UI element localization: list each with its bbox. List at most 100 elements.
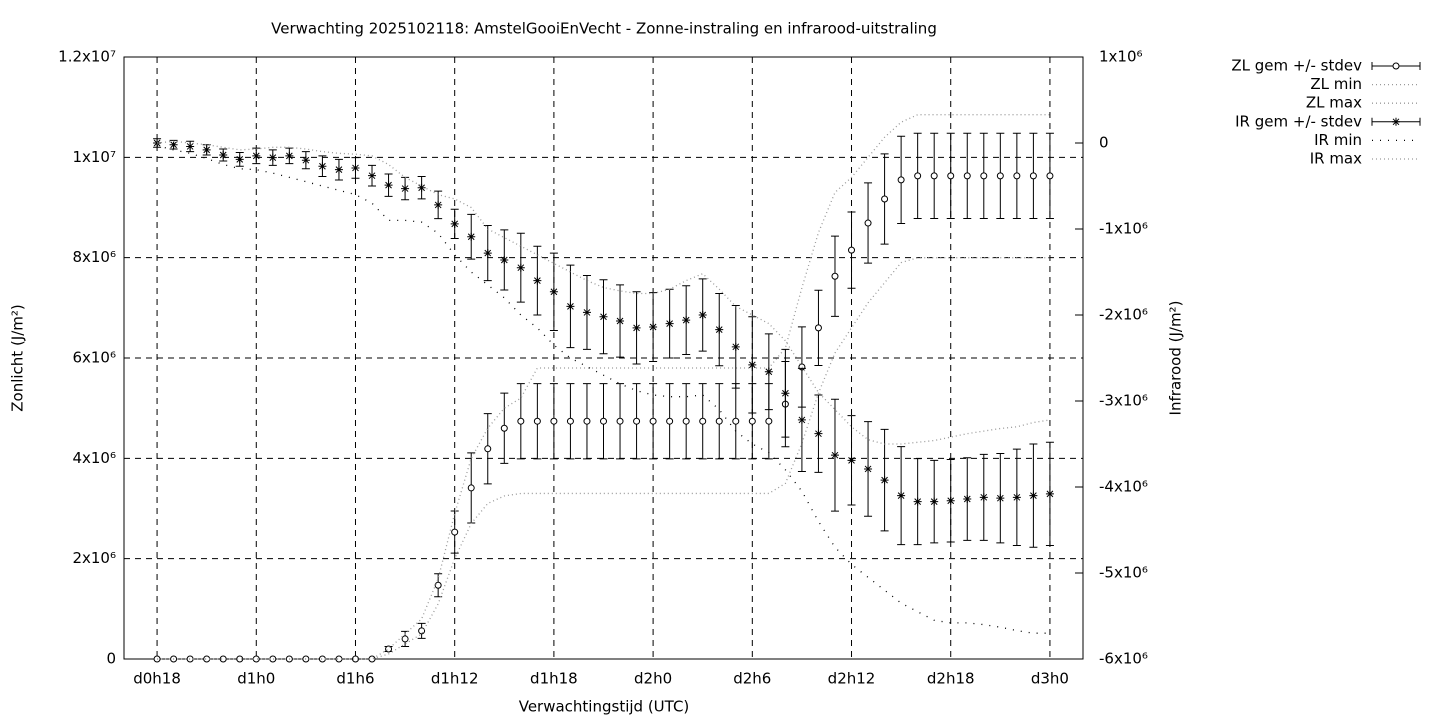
- point: [219, 151, 228, 160]
- point: [748, 360, 757, 369]
- point: [451, 528, 459, 536]
- point: [450, 219, 459, 228]
- point: [963, 172, 971, 180]
- x-tick-label: d1h6: [336, 670, 374, 688]
- point: [881, 195, 889, 203]
- point: [401, 184, 410, 193]
- point: [384, 181, 393, 190]
- point: [1046, 172, 1054, 180]
- y2-tick-label: -4x10⁶: [1099, 478, 1148, 496]
- point: [979, 493, 988, 502]
- point: [616, 317, 625, 326]
- point: [599, 312, 608, 321]
- point: [963, 495, 972, 504]
- point: [947, 172, 955, 180]
- point: [830, 451, 839, 460]
- point: [500, 424, 508, 432]
- y2-tick-label: -3x10⁶: [1099, 392, 1148, 410]
- point: [268, 153, 277, 162]
- point: [533, 276, 542, 285]
- point: [665, 319, 674, 328]
- point: [797, 415, 806, 424]
- legend-label: IR max: [1310, 150, 1362, 168]
- x-axis-label: Verwachtingstijd (UTC): [519, 698, 690, 716]
- point: [566, 417, 574, 425]
- point: [467, 484, 475, 492]
- point: [748, 417, 756, 425]
- point: [864, 219, 872, 227]
- point: [368, 655, 376, 663]
- legend-label: IR gem +/- stdev: [1235, 112, 1362, 130]
- x-tick-label: d2h18: [927, 670, 975, 688]
- point: [335, 655, 343, 663]
- point: [582, 308, 591, 317]
- y2-tick-label: -6x10⁶: [1099, 650, 1148, 668]
- y-tick-label: 2x10⁶: [72, 549, 116, 567]
- point: [1029, 172, 1037, 180]
- x-tick-label: d1h18: [530, 670, 578, 688]
- point: [1013, 172, 1021, 180]
- y-tick-label: 6x10⁶: [72, 349, 116, 367]
- point: [930, 172, 938, 180]
- point: [368, 171, 377, 180]
- point: [913, 497, 922, 506]
- point: [632, 323, 641, 332]
- point: [583, 417, 591, 425]
- legend-label: IR min: [1314, 131, 1362, 149]
- point: [897, 491, 906, 500]
- point: [533, 417, 541, 425]
- point: [732, 417, 740, 425]
- point: [699, 417, 707, 425]
- point: [880, 476, 889, 485]
- y2-tick-label: 1x10⁶: [1099, 48, 1143, 66]
- x-tick-label: d3h0: [1031, 670, 1069, 688]
- point: [334, 165, 343, 174]
- point: [996, 494, 1005, 503]
- point: [715, 417, 723, 425]
- y2-tick-label: -2x10⁶: [1099, 306, 1148, 324]
- y2-tick-label: -1x10⁶: [1099, 220, 1148, 238]
- point: [484, 445, 492, 453]
- point: [864, 464, 873, 473]
- point: [385, 645, 393, 653]
- x-tick-label: d0h18: [133, 670, 181, 688]
- point: [186, 655, 194, 663]
- point: [351, 163, 360, 172]
- point: [500, 255, 509, 264]
- point: [285, 151, 294, 160]
- point: [516, 263, 525, 272]
- point: [236, 655, 244, 663]
- legend-label: ZL max: [1306, 94, 1362, 112]
- point: [781, 389, 790, 398]
- point: [235, 155, 244, 164]
- point: [219, 655, 227, 663]
- point: [434, 581, 442, 589]
- point: [848, 246, 856, 254]
- point: [649, 323, 658, 332]
- point: [252, 151, 261, 160]
- legend-marker: [1392, 117, 1400, 126]
- point: [980, 172, 988, 180]
- point: [698, 311, 707, 319]
- point: [682, 417, 690, 425]
- point: [914, 172, 922, 180]
- y2-tick-label: -5x10⁶: [1099, 564, 1148, 582]
- point: [318, 655, 326, 663]
- point: [731, 342, 740, 351]
- point: [897, 176, 905, 184]
- point: [252, 655, 260, 663]
- y-axis-label: Zonlicht (J/m²): [9, 304, 27, 412]
- point: [1045, 489, 1054, 498]
- point: [269, 655, 277, 663]
- point: [633, 417, 641, 425]
- point: [483, 249, 492, 258]
- point: [202, 145, 211, 154]
- point: [814, 324, 822, 332]
- y2-axis-label: Infrarood (J/m²): [1167, 301, 1185, 416]
- x-tick-label: d1h12: [431, 670, 479, 688]
- point: [550, 417, 558, 425]
- y2-tick-label: 0: [1099, 134, 1109, 152]
- point: [649, 417, 657, 425]
- point: [996, 172, 1004, 180]
- y-tick-label: 4x10⁶: [72, 449, 116, 467]
